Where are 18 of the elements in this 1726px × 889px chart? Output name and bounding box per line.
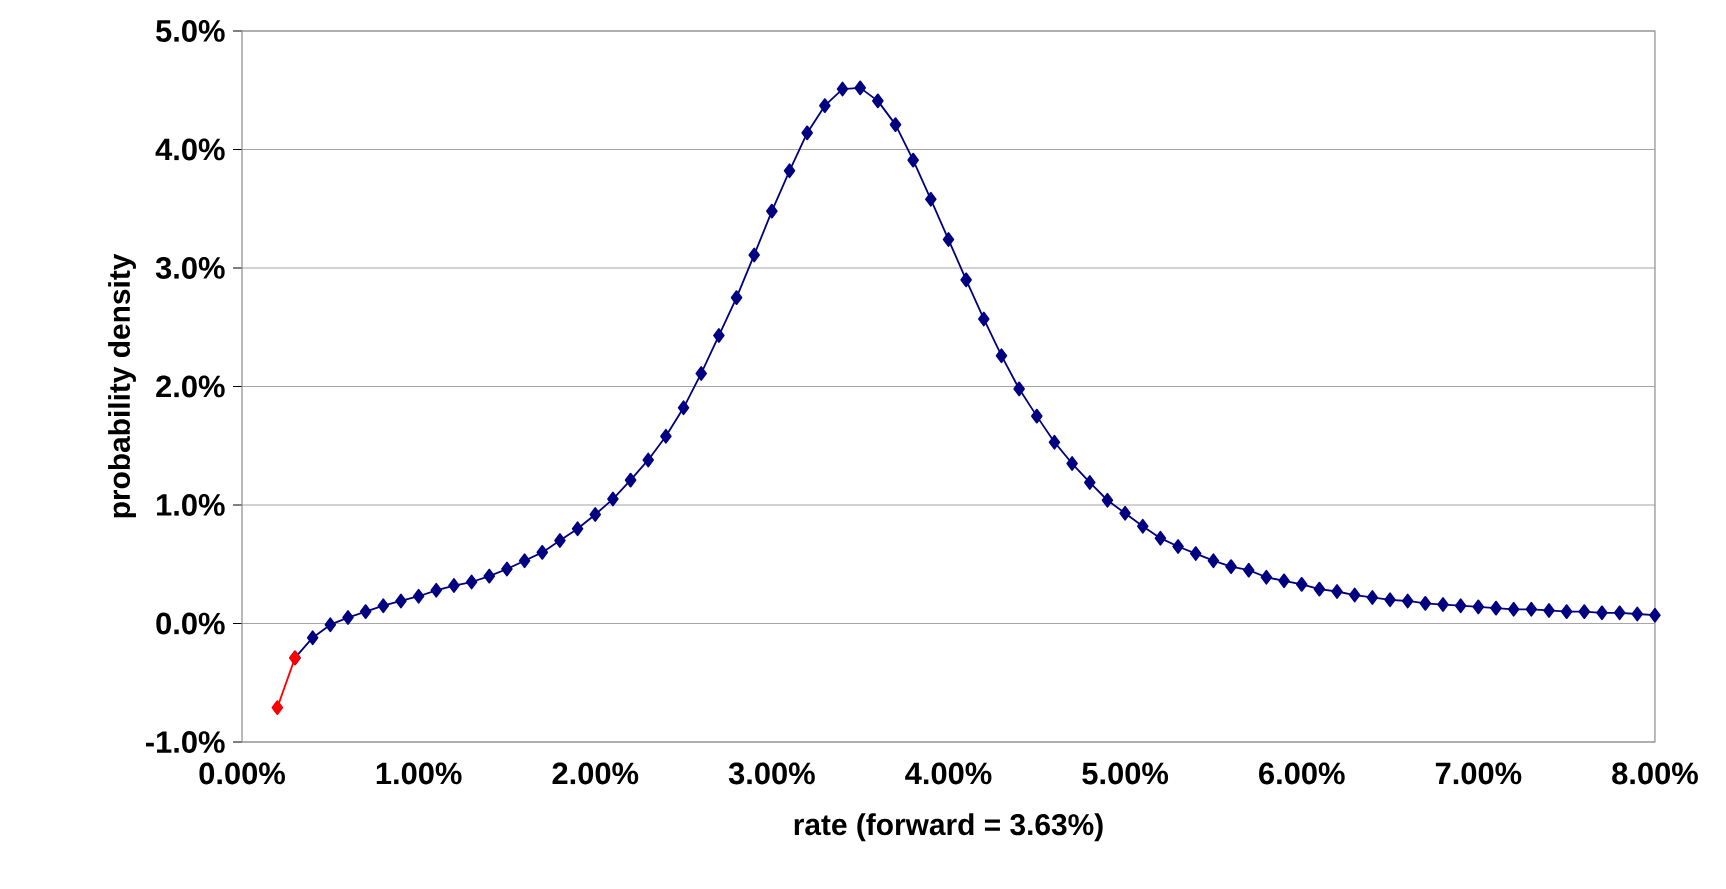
y-tick-label: 4.0% (155, 138, 225, 161)
x-tick-label: 8.00% (1612, 762, 1698, 785)
y-tick-label: 1.0% (157, 494, 225, 516)
x-tick-label: 5.00% (1082, 762, 1169, 785)
x-axis-title: rate (forward = 3.63%) (794, 813, 1103, 842)
x-tick-label: 6.00% (1259, 762, 1345, 785)
y-tick-label: 2.0% (156, 375, 225, 398)
x-tick-label: 1.00% (376, 762, 462, 785)
y-tick-label: 5.0% (156, 20, 225, 42)
y-tick-label: 3.0% (155, 257, 225, 279)
x-tick-label: 7.00% (1435, 762, 1522, 785)
y-axis-title: probability density (108, 253, 136, 518)
y-tick-label: 0.0% (156, 612, 225, 635)
y-tick-label: -1.0% (146, 731, 225, 753)
x-tick-label: 3.00% (728, 762, 815, 785)
x-tick-label: 4.00% (905, 762, 992, 785)
x-tick-label: 0.00% (199, 762, 285, 785)
x-tick-label: 2.00% (552, 762, 639, 785)
